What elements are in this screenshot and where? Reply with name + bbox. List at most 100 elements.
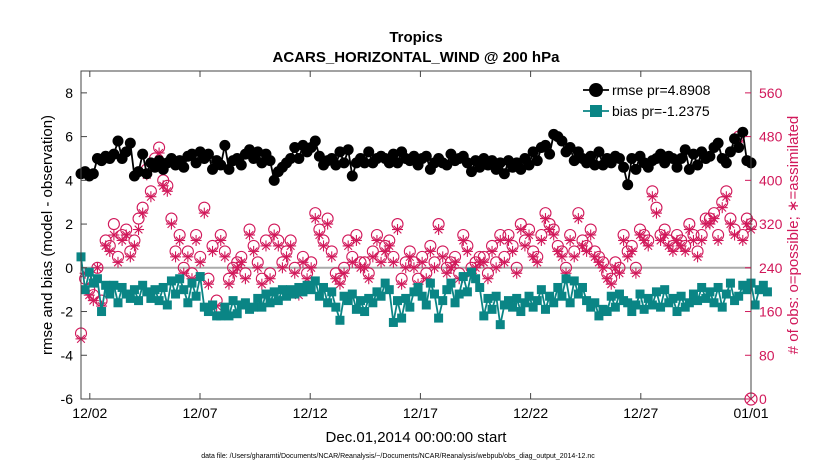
bias-point [643,293,653,303]
bias-point [306,285,316,295]
obs-possible-point [354,256,367,269]
rmse-point [556,135,568,147]
legend: rmse pr=4.8908 bias pr=-1.2375 [583,82,711,119]
obs-possible-point [391,218,404,231]
rmse-point [207,163,219,175]
bias-point [105,289,115,299]
bias-point [101,280,111,290]
obs-possible-point [736,228,749,242]
rmse-point [630,163,642,175]
right-y-tick-label: 400 [759,172,783,188]
obs-possible-point [296,250,310,263]
obs-possible-point [399,256,412,269]
bias-point [277,285,287,295]
bias-point [417,291,427,301]
bias-point [446,278,456,288]
obs-possible-point [432,218,445,231]
bias-point [203,307,213,317]
obs-possible-point [325,245,338,258]
obs-possible-point [510,261,523,274]
obs-possible-point [288,261,301,274]
obs-possible-point [181,245,194,258]
obs-possible-point [255,272,268,285]
bias-point [298,287,308,297]
bias-point [709,298,719,308]
obs-assimilated-stroke [93,263,102,273]
obs-possible-point [370,228,384,242]
bias-point [647,300,657,310]
bias-point [545,291,555,301]
obs-possible-point [239,267,252,280]
legend-bias-marker [590,105,602,117]
bias-point [154,296,164,306]
obs-possible-point [477,250,490,263]
obs-possible-point [264,267,277,280]
bias-point [191,291,201,301]
rmse-point [268,174,280,186]
obs-possible-point [416,250,429,263]
rmse-point [667,152,679,164]
obs-possible-point [498,250,511,263]
bias-point [672,307,682,317]
bias-point [335,315,345,325]
bias-point [565,298,575,308]
obs-possible-point [136,201,149,214]
rmse-point [704,150,716,162]
bias-point [113,298,123,308]
obs-possible-point [403,245,416,258]
obs-possible-point [206,239,219,252]
bias-point [602,307,612,317]
bias-point [471,274,481,284]
bias-point [343,296,353,306]
obs-possible-point [605,272,618,285]
bias-series-markers [76,252,772,330]
bias-point [549,298,559,308]
bias-point [405,302,415,312]
bias-point [429,289,439,299]
rmse-point [264,155,276,167]
bias-point [487,304,497,314]
obs-assimilated-stroke [134,225,143,234]
bias-point [351,304,361,314]
left-y-tick-label: 8 [65,85,73,101]
obs-possible-point [128,234,141,247]
rmse-point [544,148,556,160]
bias-point [261,289,271,299]
obs-possible-point [387,250,400,263]
obs-possible-point [535,228,548,242]
bias-point [162,300,172,310]
obs-possible-point [473,250,486,263]
bias-point [356,296,366,306]
obs-possible-point [646,185,659,198]
obs-possible-point [584,223,597,236]
obs-possible-point [165,212,178,225]
bias-point [232,309,242,319]
bias-point [360,307,370,317]
bias-point [553,282,563,292]
obs-possible-point [613,261,626,274]
obs-possible-point [317,234,330,247]
legend-rmse-label: rmse pr=4.8908 [612,82,711,98]
obs-possible-point [617,228,630,242]
obs-possible-point [161,179,174,192]
obs-assimilated-point [133,224,145,236]
obs-possible-point [716,196,729,209]
bias-point [282,291,292,301]
bias-point [491,291,501,301]
bias-point [651,287,661,297]
bias-point [273,296,283,306]
rmse-point [338,157,350,169]
bias-point [393,296,403,306]
plot-frame [80,70,752,400]
right-y-tick-label: 0 [759,391,767,407]
bias-point [717,302,727,312]
obs-possible-point [457,228,470,242]
bias-point [512,293,522,303]
obs-possible-point [539,207,552,220]
obs-possible-point [658,223,671,236]
bias-point [397,313,407,323]
rmse-point [720,157,732,169]
rmse-point [120,146,132,158]
rmse-point [531,155,543,167]
